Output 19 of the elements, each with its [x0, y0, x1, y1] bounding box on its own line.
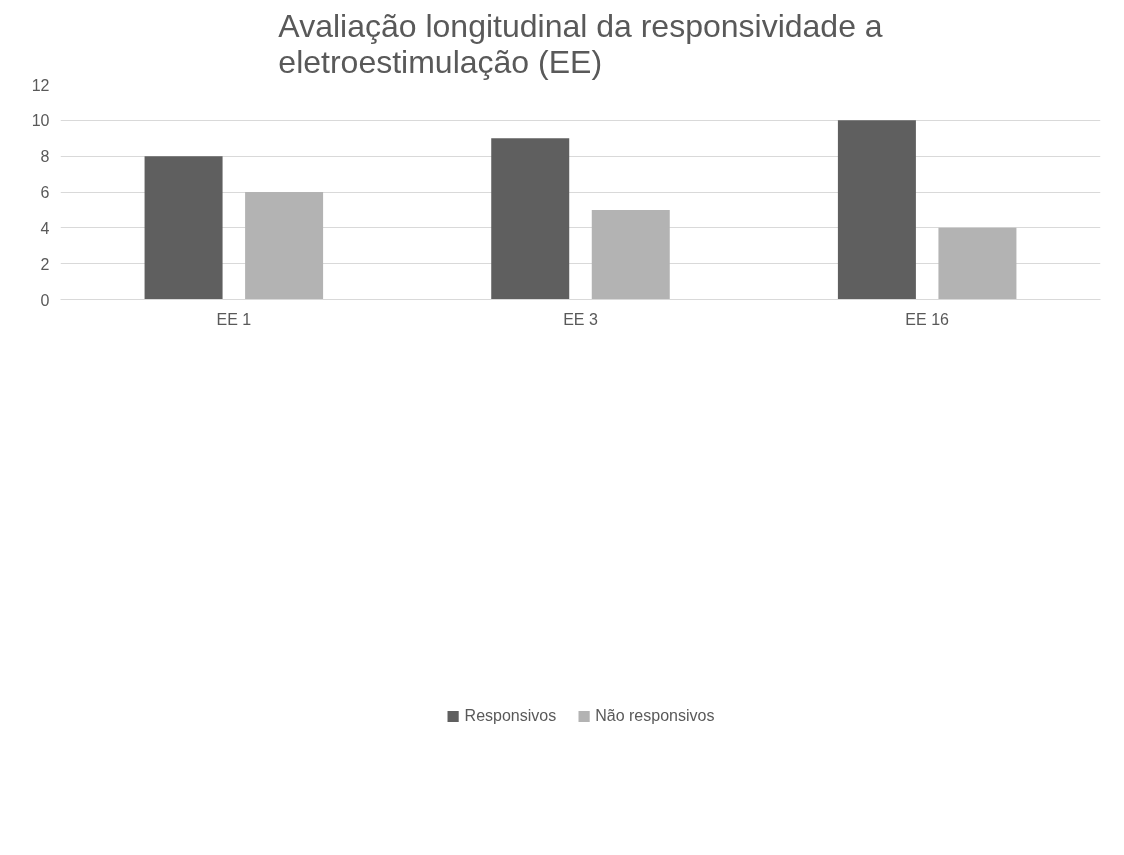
bar — [491, 138, 570, 300]
bar — [144, 156, 223, 300]
y-tick-label: 10 — [31, 112, 50, 130]
bar — [938, 227, 1017, 300]
bar — [245, 192, 324, 300]
legend-label: Responsivos — [464, 706, 557, 725]
bar — [837, 120, 916, 300]
x-tick-label: EE 3 — [563, 310, 598, 328]
y-tick-label: 8 — [40, 148, 50, 166]
y-tick-label: 2 — [40, 255, 50, 273]
y-tick-label: 12 — [31, 76, 50, 94]
y-tick-label: 4 — [40, 219, 50, 237]
y-tick-label: 0 — [40, 291, 50, 309]
chart-title: Avaliação longitudinal da responsividade a eletroestimulação (EE) — [278, 7, 883, 80]
bar — [591, 209, 670, 300]
legend-label: Não responsivos — [595, 706, 715, 725]
y-tick-label: 6 — [40, 184, 50, 201]
x-tick-label: EE 16 — [905, 310, 950, 328]
x-tick-label: EE 1 — [216, 310, 252, 328]
